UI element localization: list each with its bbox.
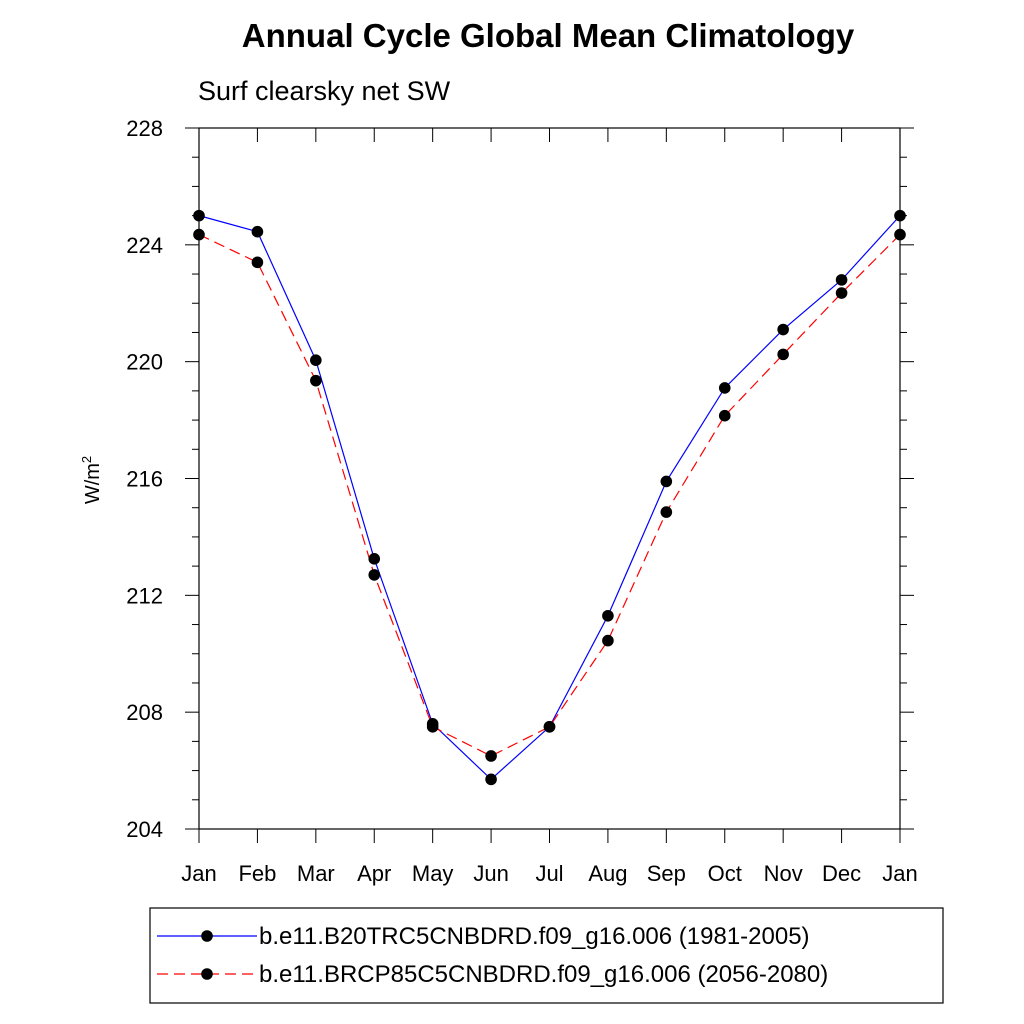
x-tick-label: Oct xyxy=(708,861,742,886)
series-2-point xyxy=(718,409,731,422)
x-tick-label: Dec xyxy=(822,861,861,886)
series-1-point xyxy=(251,225,264,238)
x-tick-label: May xyxy=(412,861,454,886)
x-tick-label: Sep xyxy=(647,861,686,886)
x-tick-label: Jul xyxy=(535,861,563,886)
x-tick-label: Feb xyxy=(238,861,276,886)
y-axis-label-text: W/m xyxy=(82,463,104,504)
y-tick-label: 220 xyxy=(126,350,163,375)
series-2-point xyxy=(426,720,439,733)
series-2-point xyxy=(835,287,848,299)
series-1-point xyxy=(894,209,906,222)
y-axis-label-superscript: 2 xyxy=(79,456,94,463)
chart-title: Annual Cycle Global Mean Climatology xyxy=(242,17,855,54)
series-2-point xyxy=(251,256,264,269)
series-1-point xyxy=(660,475,673,488)
series-1-point xyxy=(368,553,381,565)
series-1-point xyxy=(485,773,497,786)
series-1-point xyxy=(718,382,731,394)
legend-label-2: b.e11.BRCP85C5CNBDRD.f09_g16.006 (2056-2… xyxy=(259,961,828,988)
y-tick-label: 204 xyxy=(126,817,163,842)
series-line-2 xyxy=(198,234,901,757)
y-axis-label: W/m2 xyxy=(79,456,104,504)
legend-box xyxy=(149,907,944,1004)
series-2-point xyxy=(368,569,381,581)
series-2-point xyxy=(310,374,322,387)
series-line-1 xyxy=(198,215,901,781)
series-2-point xyxy=(602,634,614,647)
series-1-point xyxy=(602,609,614,622)
series-2-point xyxy=(193,228,205,241)
series-1-point xyxy=(193,209,205,222)
x-tick-label: Jan xyxy=(882,861,917,886)
x-tick-label: Nov xyxy=(764,861,803,886)
chart-subtitle: Surf clearsky net SW xyxy=(198,76,451,106)
y-tick-label: 216 xyxy=(126,467,163,492)
legend-marker-2 xyxy=(201,968,213,980)
y-tick-label: 208 xyxy=(126,700,163,725)
y-tick-label: 224 xyxy=(126,233,163,258)
series-1-point xyxy=(835,274,848,286)
legend-label-1: b.e11.B20TRC5CNBDRD.f09_g16.006 (1981-20… xyxy=(259,923,810,950)
series-1-point xyxy=(777,323,789,336)
series-2-point xyxy=(777,348,789,361)
x-tick-label: Aug xyxy=(588,861,627,886)
plot-area: Jan Feb Mar Apr May Jun Jul Aug Sep Oct Nov Dec Jan 2… xyxy=(126,116,917,886)
x-tick-label: Jun xyxy=(473,861,508,886)
series-2-point xyxy=(894,228,906,241)
x-tick-label: Apr xyxy=(357,861,391,886)
legend-marker-1 xyxy=(201,930,213,942)
legend: b.e11.B20TRC5CNBDRD.f09_g16.006 (1981-20… xyxy=(149,907,944,1004)
series-2-point xyxy=(660,506,673,518)
x-tick-label: Jan xyxy=(181,861,216,886)
series-2-point xyxy=(543,720,556,733)
series-2-point xyxy=(485,750,497,762)
y-tick-label: 212 xyxy=(126,583,163,608)
x-tick-label: Mar xyxy=(297,861,335,886)
series-1-point xyxy=(310,354,322,367)
y-tick-label: 228 xyxy=(126,116,163,141)
